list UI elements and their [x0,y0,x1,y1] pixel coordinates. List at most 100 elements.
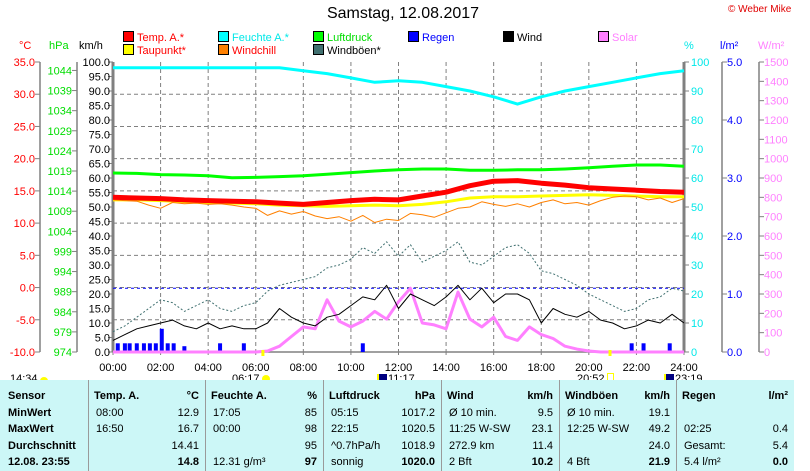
rain-bar [147,343,152,352]
sensor-row-label: MaxWert [8,423,54,435]
column-divider [676,380,677,471]
cell-label: 5.4 l/m² [684,456,721,468]
x-tick-label: 18:00 [527,362,555,374]
legend-item: Windböen* [313,44,381,57]
pressure-unit-label: hPa [49,40,69,52]
legend-item: Feuchte A.* [218,31,289,44]
cell-value: 97 [304,456,317,468]
temp-tick-label: 30.0 [14,89,35,101]
rain-tick-label: 2.0 [727,231,742,243]
pressure-tick-label: 974 [54,347,72,359]
solar-tick-label: 700 [764,212,782,224]
cell-label: 12.31 g/m³ [213,456,266,468]
pressure-tick-label: 1044 [48,65,72,77]
column-divider [323,380,324,471]
solar-tick-label: 1400 [764,76,788,88]
wind-tick-label: 15.0 [89,304,110,316]
rain-bar [171,343,176,352]
humidity-tick-label: 50 [691,202,703,214]
column-unit: km/h [644,390,670,402]
x-tick-label: 04:00 [194,362,222,374]
rain-bar [182,346,187,352]
wind-tick-label: 55.0 [89,188,110,200]
wind-tick-label: 100.0 [82,57,110,69]
solar-tick-label: 500 [764,250,782,262]
rain-unit-label: l/m² [720,40,739,52]
cell-value: 1017.2 [401,407,435,419]
x-tick-label: 16:00 [480,362,508,374]
temp-tick-label: 0.0 [20,283,35,295]
rain-bar [153,343,158,352]
wind-tick-label: 40.0 [89,231,110,243]
cell-label: 272.9 km [449,440,495,452]
cell-value: 14.41 [171,440,199,452]
wind-tick-label: 75.0 [89,130,110,142]
rain-tick-label: 4.0 [727,115,742,127]
temp-tick-label: 10.0 [14,218,35,230]
rain-bar [165,343,170,352]
x-tick-label: 24:00 [670,362,698,374]
solar-tick-label: 400 [764,270,782,282]
cell-label: ^0.7hPa/h [331,440,381,452]
temp-tick-label: -10.0 [10,347,35,359]
solar-tick-label: 1100 [764,134,788,146]
cell-label: 16:50 [96,423,124,435]
pressure-tick-label: 1034 [48,106,72,118]
wind-tick-label: 85.0 [89,101,110,113]
legend-label: Taupunkt* [137,45,186,57]
humidity-tick-label: 100 [691,57,709,69]
cell-value: 49.2 [648,423,670,435]
solar-tick-label: 300 [764,289,782,301]
moonrise-icon [377,374,387,383]
rain-bar [667,343,672,352]
sensor-row-label: 12.08. 23:55 [8,456,70,468]
wind-tick-label: 60.0 [89,173,110,185]
legend-swatch [598,31,609,42]
humidity-tick-label: 70 [691,144,703,156]
cell-label: sonnig [331,456,364,468]
rain-bar [641,343,646,352]
solar-tick-label: 200 [764,308,782,320]
column-unit: km/h [527,390,553,402]
pressure-tick-label: 1009 [48,206,72,218]
cell-value: 14.8 [177,456,199,468]
wind-tick-label: 70.0 [89,144,110,156]
legend-item: Luftdruck [313,31,372,44]
cell-label: 2 Bft [449,456,472,468]
legend-label: Solar [612,32,638,44]
legend-label: Regen [422,32,455,44]
cell-label: Ø 10 min. [567,407,615,419]
sun-tick [608,350,612,356]
temp-tick-label: 20.0 [14,154,35,166]
wind-tick-label: 50.0 [89,202,110,214]
legend-swatch [408,31,419,42]
x-tick-label: 14:00 [432,362,460,374]
rain-tick-label: 5.0 [727,57,742,69]
legend-swatch [313,31,324,42]
cell-value: 12.9 [177,407,199,419]
legend-label: Feuchte A.* [232,32,289,44]
series-line-wind [112,284,685,341]
cell-value: 10.2 [531,456,553,468]
sensor-row-label: MinWert [8,407,52,419]
temp-tick-label: 35.0 [14,57,35,69]
column-divider [441,380,442,471]
legend-label: Wind [517,32,543,44]
cell-label: 22:15 [331,423,359,435]
cell-value: 23.1 [531,423,553,435]
cell-value: 1020.0 [401,456,435,468]
column-unit: l/m² [768,390,788,402]
wind-tick-label: 90.0 [89,86,110,98]
column-header: Feuchte A. [211,390,267,402]
cell-value: 9.5 [537,407,553,419]
cell-label: 05:15 [331,407,359,419]
x-tick-label: 02:00 [147,362,175,374]
column-header: Temp. A. [94,390,140,402]
humidity-tick-label: 30 [691,260,703,272]
statistics-table: Sensor MinWert MaxWert Durchschnitt 12.08. 2… [0,380,794,471]
column-unit: % [307,390,317,402]
cell-label: 02:25 [684,423,712,435]
legend-item: Taupunkt* [123,44,186,57]
humidity-tick-label: 0 [691,347,697,359]
solar-tick-label: 600 [764,231,782,243]
